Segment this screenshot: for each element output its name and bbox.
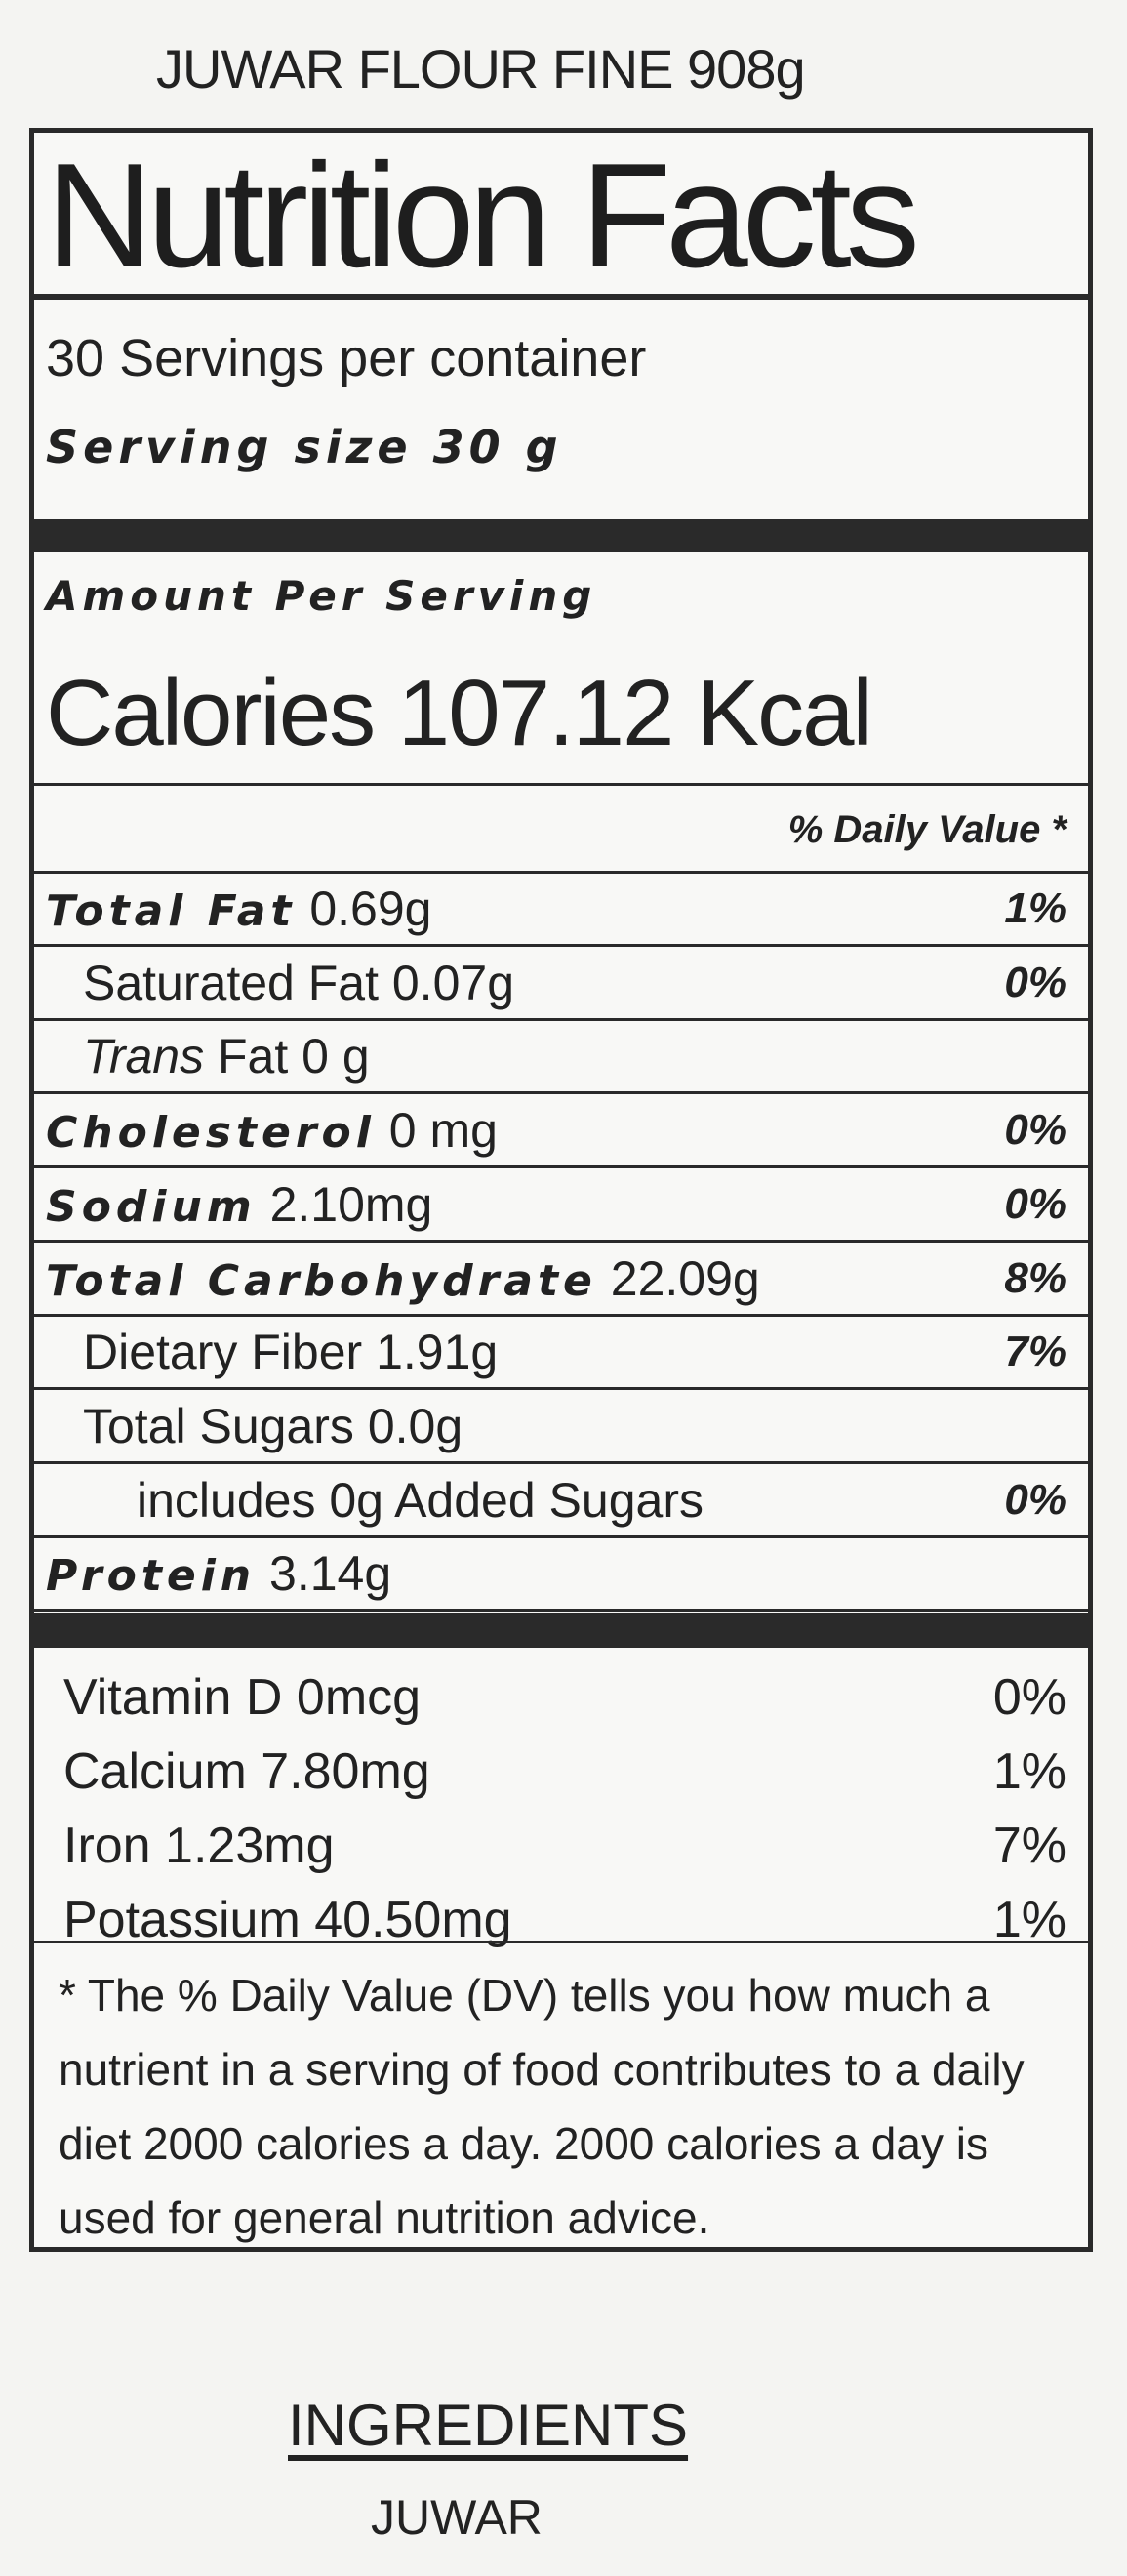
daily-value-header: % Daily Value * (787, 808, 1067, 851)
vitamin-daily-value: 1% (992, 1743, 1067, 1800)
product-name: JUWAR FLOUR FINE 908g (156, 38, 806, 100)
thick-divider (34, 519, 1088, 552)
nutrient-name: includes 0g Added Sugars (137, 1472, 704, 1528)
vitamin-label: Calcium 7.80mg (63, 1743, 430, 1800)
nutrient-label: Total Fat 0.69g (46, 874, 431, 947)
nutrient-name: Sodium (46, 1181, 257, 1232)
nutrient-daily-value: 0% (1004, 1106, 1067, 1155)
nutrient-label: Sodium 2.10mg (46, 1169, 432, 1243)
nutrient-amount: 3.14g (269, 1546, 392, 1602)
nutrient-row: Total Carbohydrate 22.09g 8% (34, 1244, 1088, 1317)
nutrient-label: Dietary Fiber 1.91g (83, 1317, 498, 1387)
nutrition-facts-label: Nutrition Facts 30 Servings per containe… (29, 128, 1093, 2252)
nutrient-row: Dietary Fiber 1.91g 7% (34, 1317, 1088, 1391)
vitamin-daily-value: 1% (992, 1892, 1067, 1948)
nutrient-name: Total Sugars (83, 1398, 354, 1453)
nutrient-name: Total Carbohydrate (46, 1255, 597, 1306)
label-title: Nutrition Facts (46, 133, 920, 299)
nutrient-row: Cholesterol 0 mg 0% (34, 1095, 1088, 1169)
divider (34, 1941, 1088, 1943)
ingredients-heading: INGREDIENTS (288, 2392, 689, 2458)
amount-per-serving: Amount Per Serving (46, 572, 597, 620)
nutrient-daily-value: 0% (1004, 958, 1067, 1006)
vitamin-row: Calcium 7.80mg 1% (34, 1735, 1088, 1809)
nutrient-amount: 0.0g (367, 1398, 463, 1453)
nutrient-name: Saturated Fat (83, 955, 379, 1010)
nutrient-amount: 2.10mg (269, 1176, 433, 1232)
servings-per-container: 30 Servings per container (46, 329, 647, 388)
nutrient-daily-value: 0% (1004, 1179, 1067, 1228)
divider (34, 294, 1088, 300)
nutrient-row: Sodium 2.10mg 0% (34, 1169, 1088, 1243)
vitamin-label: Potassium 40.50mg (63, 1892, 512, 1948)
nutrient-label: Cholesterol 0 mg (46, 1095, 498, 1168)
nutrient-label: Protein 3.14g (46, 1538, 391, 1612)
footnote: * The % Daily Value (DV) tells you how m… (59, 1970, 1025, 2243)
nutrient-daily-value: 7% (1004, 1328, 1067, 1376)
nutrient-amount: Fat 0 g (218, 1029, 370, 1084)
nutrient-amount: 0.69g (309, 881, 432, 936)
nutrient-label: Saturated Fat 0.07g (83, 948, 514, 1018)
calories: Calories 107.12 Kcal (46, 661, 873, 765)
nutrient-amount: 0 mg (388, 1103, 498, 1159)
nutrient-row: includes 0g Added Sugars 0% (34, 1465, 1088, 1538)
vitamin-row: Iron 1.23mg 7% (34, 1809, 1088, 1883)
nutrient-name: Trans (83, 1029, 205, 1084)
nutrient-label: Total Sugars 0.0g (83, 1391, 463, 1461)
nutrient-row: Protein 3.14g (34, 1538, 1088, 1613)
vitamin-label: Vitamin D 0mcg (63, 1669, 422, 1726)
nutrient-amount: 1.91g (376, 1325, 499, 1380)
nutrient-row: Trans Fat 0 g (34, 1021, 1088, 1095)
nutrient-label: Trans Fat 0 g (83, 1021, 370, 1091)
nutrient-row: Saturated Fat 0.07g 0% (34, 948, 1088, 1021)
nutrient-name: Total Fat (46, 886, 297, 936)
vitamin-daily-value: 0% (992, 1669, 1067, 1726)
nutrient-name: Cholesterol (46, 1108, 376, 1159)
nutrient-daily-value: 1% (1004, 884, 1067, 932)
vitamin-row: Potassium 40.50mg 1% (34, 1883, 1088, 1957)
divider (34, 871, 1088, 874)
vitamin-label: Iron 1.23mg (63, 1818, 335, 1874)
nutrient-row: Total Sugars 0.0g (34, 1391, 1088, 1464)
ingredients-text: JUWAR (371, 2490, 543, 2545)
nutrient-amount: 0.07g (391, 955, 514, 1010)
nutrient-name: Protein (46, 1551, 257, 1602)
thick-divider (34, 1613, 1088, 1648)
divider (34, 783, 1088, 786)
nutrient-row: Total Fat 0.69g 1% (34, 874, 1088, 947)
nutrient-amount: 22.09g (610, 1250, 760, 1306)
nutrient-label: includes 0g Added Sugars (137, 1465, 704, 1535)
nutrient-daily-value: 8% (1004, 1253, 1067, 1302)
nutrient-daily-value: 0% (1004, 1475, 1067, 1524)
nutrient-label: Total Carbohydrate 22.09g (46, 1244, 760, 1317)
serving-size: Serving size 30 g (46, 421, 563, 473)
vitamin-row: Vitamin D 0mcg 0% (34, 1660, 1088, 1735)
vitamin-daily-value: 7% (992, 1818, 1067, 1874)
nutrient-name: Dietary Fiber (83, 1325, 363, 1380)
